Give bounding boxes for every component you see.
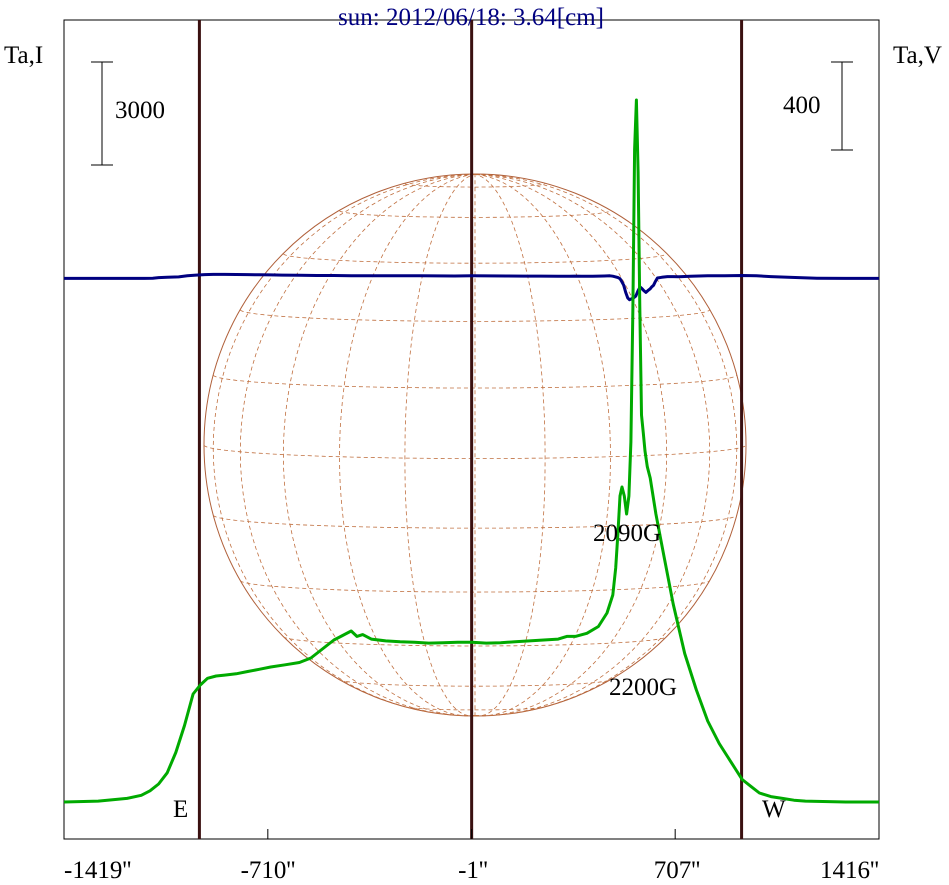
grid-parallel-8 [283, 253, 667, 264]
series-group [63, 98, 879, 804]
limb-lines [197, 20, 744, 839]
series-polarization-line [63, 98, 879, 804]
grid-meridian-7 [474, 173, 611, 717]
limb-label-east: E [173, 796, 188, 823]
grid-parallel-5 [203, 444, 747, 459]
grid-parallel-6 [212, 374, 738, 389]
grid-parallel-0 [404, 706, 546, 711]
scale-bars [91, 61, 853, 166]
x-tick-label-4: 1416'' [820, 857, 879, 884]
chart-title: sun: 2012/06/18: 3.64[cm] [338, 4, 604, 31]
x-tick-label-0: -1419'' [64, 857, 131, 884]
scale-bar-left-label: 3000 [115, 97, 165, 124]
scale-bar-right-label: 400 [783, 92, 821, 119]
grid-meridian-1 [239, 173, 476, 717]
grid-meridian-2 [282, 173, 476, 717]
limb-label-west: W [762, 796, 786, 823]
x-ticks [63, 829, 880, 839]
grid-parallel-4 [212, 514, 738, 529]
solar-disk [203, 173, 747, 717]
grid-meridian-10 [474, 173, 738, 717]
grid-parallel-9 [339, 210, 611, 218]
right-axis-label: Ta,V [893, 42, 942, 69]
x-tick-label-2: -1'' [458, 857, 488, 884]
grid-meridian-9 [474, 173, 711, 717]
grid-meridian-4 [404, 173, 476, 717]
x-tick-label-3: 707'' [654, 857, 701, 884]
annotation-2090g: 2090G [593, 520, 661, 547]
scale-bar-left [91, 61, 113, 166]
grid-parallel-1 [339, 679, 611, 687]
left-axis-label: Ta,I [4, 42, 43, 69]
annotation-2200g: 2200G [609, 674, 677, 701]
x-tick-label-1: -710'' [241, 857, 296, 884]
grid-meridian-6 [474, 173, 546, 717]
grid-meridian-3 [339, 173, 476, 717]
series-intensity-line [64, 272, 879, 302]
scale-bar-right [831, 61, 853, 151]
grid-parallel-10 [404, 183, 546, 188]
grid-parallel-2 [283, 636, 667, 647]
